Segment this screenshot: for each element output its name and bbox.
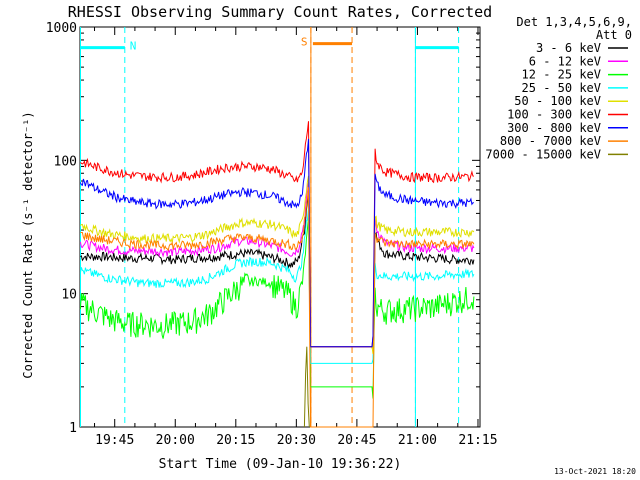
y-tick-label: 1000 [46,21,77,36]
y-axis-label: Corrected Count Rate (s⁻¹ detector⁻¹) [21,111,35,378]
y-tick-label: 1 [69,421,77,436]
series-line-3 [79,207,475,364]
legend-label: 800 - 7000 keV [500,134,601,148]
y-axis-ticks: 1 10 100 1000 [46,21,480,436]
legend-header-attenuator: Att 0 [596,28,632,42]
legend-label: 25 - 50 keV [522,81,601,95]
x-tick-label: 20:15 [216,433,255,448]
x-axis-label: Start Time (09-Jan-10 19:36:22) [159,457,402,472]
legend-label: 3 - 6 keV [536,41,601,55]
series-line-4 [80,175,475,354]
x-tick-label: 20:30 [277,433,316,448]
series-line-8 [303,346,310,428]
series-lines [79,121,475,428]
x-tick-label: 20:00 [156,433,195,448]
series-line-0 [80,190,475,352]
x-axis-ticks: 19:45 20:00 20:15 20:30 20:45 21:00 21:15 [94,27,498,448]
series-line-2 [79,217,475,399]
x-tick-label: 19:45 [95,433,134,448]
legend-label: 100 - 300 keV [507,108,601,122]
y-tick-label: 100 [54,154,77,169]
state-label-N: N [130,40,137,53]
legend-label: 300 - 800 keV [507,121,601,135]
legend-header-detectors: Det 1,3,4,5,6,9, [516,15,632,29]
legend-label: 6 - 12 keV [529,54,601,68]
x-tick-label: 20:45 [337,433,376,448]
x-tick-label: 21:00 [398,433,437,448]
series-line-7 [80,187,475,428]
chart-title: RHESSI Observing Summary Count Rates, Co… [68,3,492,21]
legend-label: 50 - 100 keV [514,94,601,108]
series-line-6 [79,138,474,348]
x-tick-label: 21:15 [458,433,497,448]
y-tick-label: 10 [61,288,77,303]
legend-label: 7000 - 15000 keV [485,147,601,161]
series-line-5 [80,121,474,348]
footer-timestamp: 13-Oct-2021 18:20 [554,467,636,476]
legend-label: 12 - 25 keV [522,68,601,82]
state-label-S: S [301,36,308,49]
